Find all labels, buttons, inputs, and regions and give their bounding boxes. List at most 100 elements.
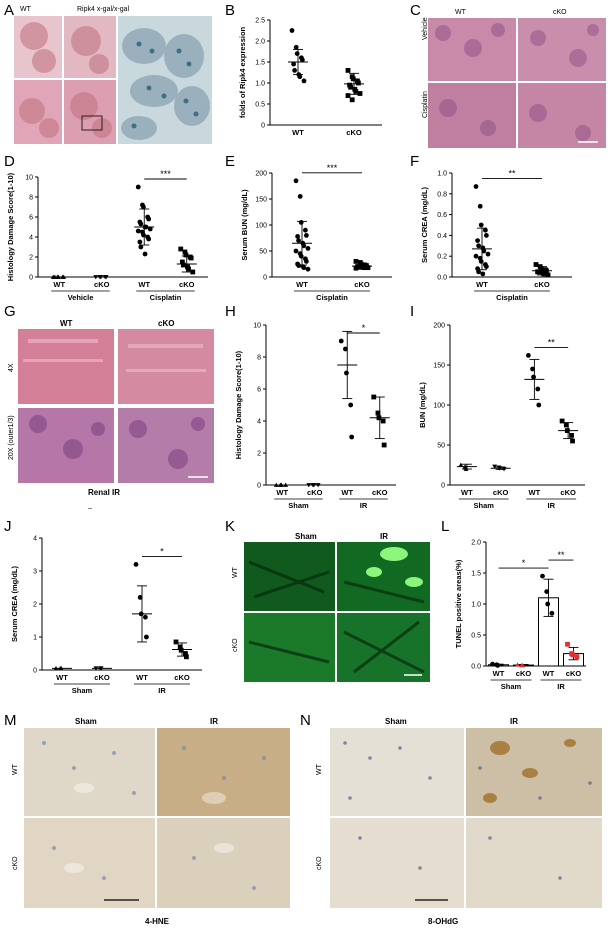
data-point [536, 269, 541, 275]
panel-c-wt-label: WT [455, 9, 466, 16]
panel-letter-b: B [225, 2, 236, 19]
data-point [297, 74, 303, 80]
panel-letter-a: A [4, 2, 15, 19]
x-tick-label: cKO [346, 128, 362, 137]
data-point [345, 68, 351, 73]
data-point [544, 589, 550, 594]
panel-m-ir-label: IR [210, 717, 218, 726]
data-point [98, 275, 104, 280]
data-point [473, 253, 479, 259]
data-point [289, 28, 295, 33]
y-tick-label: 1.0 [437, 171, 447, 178]
data-point [186, 266, 191, 272]
panel-a-wt-label: WT [20, 6, 31, 13]
y-axis-label: TUNEL positive areas(%) [454, 559, 463, 648]
y-tick-label: 0 [261, 123, 265, 130]
data-point [296, 263, 301, 268]
data-point [348, 84, 353, 90]
panel-g-row2-label: 20X (outer1/3) [8, 415, 15, 460]
panel-g-caption: Renal IR [88, 488, 121, 497]
x-tick-label: cKO [94, 280, 110, 289]
panel-n-caption: 8-OHdG [428, 917, 459, 926]
y-tick-label: 1 [33, 635, 37, 642]
significance-label: *** [160, 169, 171, 179]
data-point [141, 204, 146, 210]
y-tick-label: 1.5 [255, 60, 265, 67]
data-point [371, 394, 377, 400]
y-tick-label: 10 [25, 175, 33, 182]
group-label: Sham [72, 686, 93, 695]
y-tick-label: 2 [33, 602, 37, 609]
panel-n-cko-label: cKO [316, 856, 323, 870]
data-point [381, 442, 387, 448]
group-1 [532, 262, 552, 278]
data-point [147, 226, 153, 232]
chart-e: 0 50 100 150 200 Serum BUN (mg/dL) WT cKO Cispla… [240, 163, 392, 302]
x-tick-label: cKO [307, 488, 323, 497]
y-tick-label: 0 [257, 483, 261, 490]
data-point [515, 662, 520, 667]
x-tick-label: WT [138, 280, 150, 289]
data-point [345, 93, 351, 98]
group-2 [337, 330, 358, 440]
data-point [570, 438, 575, 444]
group-0 [456, 462, 477, 471]
panel-n-sham-label: Sham [385, 717, 407, 726]
data-point [533, 262, 539, 267]
data-point [301, 265, 307, 271]
data-point [477, 203, 483, 209]
data-point [137, 239, 143, 245]
group-0 [288, 28, 308, 84]
data-point [183, 651, 188, 656]
group-label: Cisplatin [150, 293, 182, 302]
y-tick-label: 0 [441, 483, 445, 490]
significance-label: * [160, 546, 164, 556]
y-axis-label: Serum CREA (mg/dL) [420, 187, 429, 263]
x-tick-label: cKO [372, 488, 388, 497]
data-point [531, 374, 536, 380]
data-point [349, 97, 355, 103]
data-point [353, 265, 359, 271]
group-0 [272, 482, 293, 487]
y-tick-label: 0.6 [437, 212, 447, 219]
data-point [291, 61, 296, 67]
x-tick-label: WT [53, 280, 65, 289]
data-point [183, 252, 189, 258]
panel-letter-g: G [4, 303, 16, 320]
data-point [178, 246, 184, 252]
data-point [98, 666, 104, 671]
data-point [481, 248, 487, 254]
data-point [338, 338, 344, 344]
y-tick-label: 1.5 [471, 571, 481, 578]
chart-i: 0 50 100 150 200 BUN (mg/dL) WT cKO WT cKO Sham IR *… [418, 323, 585, 510]
data-point [311, 483, 317, 488]
panel-g-dash: – [88, 505, 92, 512]
group-0 [49, 274, 70, 279]
data-point [365, 265, 371, 271]
data-point [142, 251, 148, 257]
group-1 [352, 259, 372, 271]
data-point [143, 614, 148, 620]
data-point [138, 244, 144, 250]
y-tick-label: 4 [33, 536, 37, 543]
group-label: Sham [474, 501, 495, 510]
x-tick-label: WT [292, 128, 304, 137]
data-point [538, 266, 544, 272]
panel-m-caption: 4-HNE [145, 917, 170, 926]
data-point [184, 654, 189, 660]
data-point [304, 233, 309, 238]
data-point [535, 386, 541, 392]
group-3 [563, 641, 584, 667]
data-point [144, 634, 149, 640]
data-point [492, 464, 498, 469]
data-point [141, 232, 146, 238]
panel-c-cko-label: cKO [553, 9, 567, 16]
data-point [56, 274, 61, 279]
data-point [103, 275, 109, 280]
data-point [292, 68, 297, 73]
data-point [315, 483, 321, 488]
data-point [143, 224, 149, 230]
data-point [376, 415, 382, 421]
y-tick-label: 0.0 [471, 664, 481, 671]
